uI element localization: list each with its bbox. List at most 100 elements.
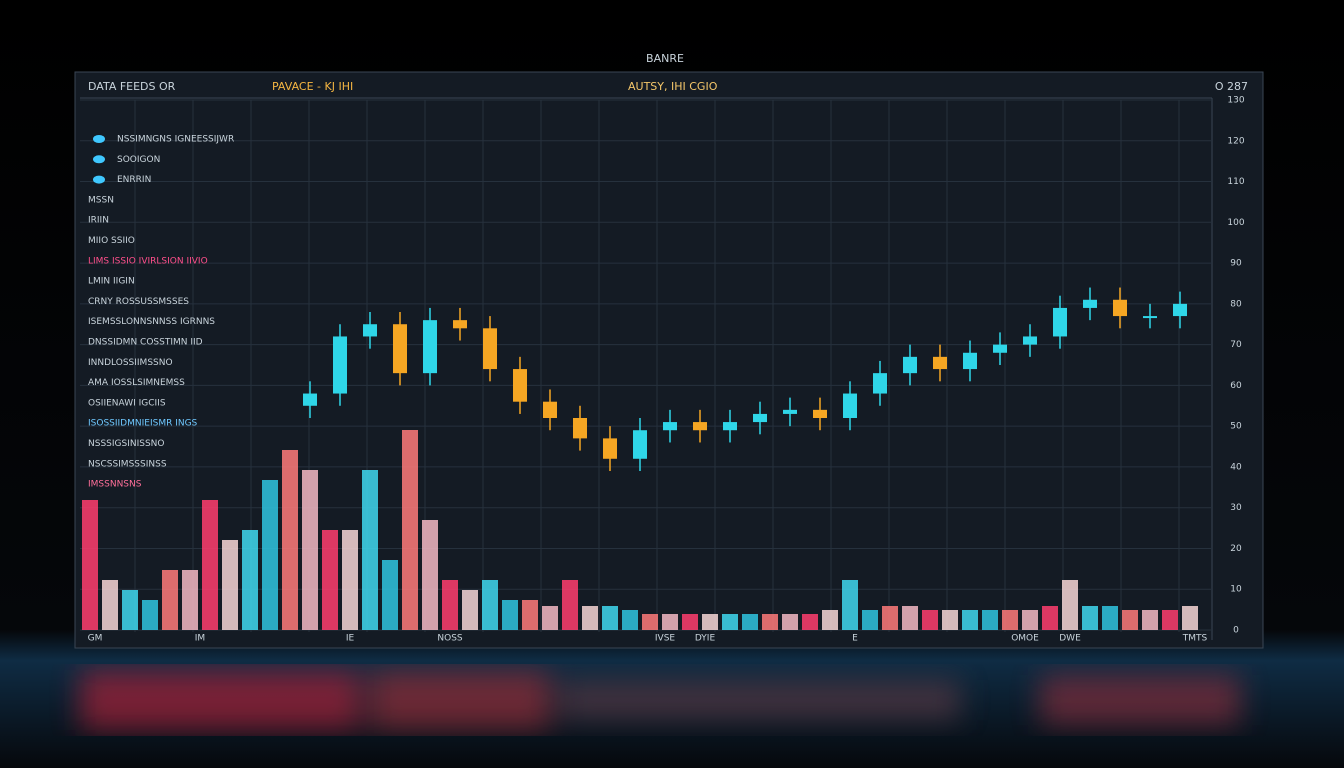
volume-bar bbox=[242, 530, 258, 630]
volume-bar bbox=[562, 580, 578, 630]
x-tick-label: OMOE bbox=[1011, 634, 1039, 644]
y-tick-label: 0 bbox=[1233, 626, 1239, 636]
candle-body bbox=[1053, 307, 1067, 337]
volume-bar bbox=[942, 610, 958, 630]
candle-body bbox=[423, 320, 437, 374]
reflection bbox=[80, 670, 1240, 730]
volume-bar bbox=[822, 610, 838, 630]
volume-bar bbox=[102, 580, 118, 630]
y-tick-label: 60 bbox=[1230, 381, 1242, 391]
volume-bar bbox=[182, 570, 198, 630]
candle-body bbox=[903, 356, 917, 374]
volume-bar bbox=[422, 520, 438, 630]
y-tick-label: 130 bbox=[1227, 96, 1244, 106]
candle-body bbox=[693, 422, 707, 431]
candle-body bbox=[933, 356, 947, 370]
volume-bar bbox=[882, 606, 898, 630]
y-tick-label: 40 bbox=[1230, 462, 1242, 472]
sidebar-item: LIMS ISSIO IVIRLSION IIVIO bbox=[88, 256, 208, 266]
sidebar-item: ENRRIN bbox=[117, 175, 151, 185]
volume-bar bbox=[542, 606, 558, 630]
volume-bar bbox=[722, 614, 738, 630]
y-tick-label: 100 bbox=[1227, 218, 1244, 228]
volume-bar bbox=[1062, 580, 1078, 630]
sidebar-item: NSSIMNGNS IGNEESSIJWR bbox=[117, 135, 234, 145]
volume-bar bbox=[582, 606, 598, 630]
candle-body bbox=[363, 324, 377, 337]
volume-bar bbox=[282, 450, 298, 630]
candle-body bbox=[843, 393, 857, 418]
candle-body bbox=[1143, 316, 1157, 319]
volume-bar bbox=[482, 580, 498, 630]
volume-bar bbox=[222, 540, 238, 630]
sidebar-item: CRNY ROSSUSSMSSES bbox=[88, 297, 189, 307]
sidebar-item: NSCSSIMSSSINSS bbox=[88, 459, 167, 469]
volume-bar bbox=[742, 614, 758, 630]
sidebar-item: DNSSIDMN COSSTIMN IID bbox=[88, 338, 203, 348]
candle-body bbox=[783, 409, 797, 414]
volume-bar bbox=[342, 530, 358, 630]
volume-bar bbox=[602, 606, 618, 630]
volume-bar bbox=[782, 614, 798, 630]
volume-bar bbox=[1182, 606, 1198, 630]
candle-body bbox=[453, 320, 467, 329]
candle-body bbox=[1173, 303, 1187, 317]
candle-body bbox=[513, 369, 527, 402]
sidebar-item: LMIN IIGIN bbox=[88, 277, 135, 287]
volume-bar bbox=[382, 560, 398, 630]
panel-label: PAVACE - KJ IHI bbox=[272, 80, 353, 93]
sidebar-item: INNDLOSSIIMSSNO bbox=[88, 358, 173, 368]
candle-body bbox=[483, 328, 497, 370]
x-tick-label: GM bbox=[88, 634, 103, 644]
candle-body bbox=[573, 418, 587, 439]
candle-body bbox=[303, 393, 317, 406]
volume-bar bbox=[1042, 606, 1058, 630]
page-title: BANRE bbox=[646, 52, 684, 65]
x-tick-label: IE bbox=[346, 634, 355, 644]
volume-bar bbox=[1002, 610, 1018, 630]
sidebar-item: IMSSNNSNS bbox=[88, 480, 142, 490]
status-dot bbox=[93, 155, 105, 164]
x-tick-label: DYIE bbox=[695, 634, 716, 644]
volume-bar bbox=[462, 590, 478, 630]
sidebar-item: MIIO SSIIO bbox=[88, 236, 135, 246]
x-tick-label: IVSE bbox=[655, 634, 676, 644]
y-tick-label: 80 bbox=[1230, 299, 1242, 309]
sidebar-item: ISOSSIIDMNIEISMR INGS bbox=[88, 419, 198, 429]
volume-bar bbox=[1122, 610, 1138, 630]
y-tick-label: 110 bbox=[1227, 177, 1244, 187]
candle-body bbox=[1083, 299, 1097, 308]
candle-body bbox=[633, 430, 647, 459]
candle-body bbox=[663, 422, 677, 431]
panel-label: O 287 bbox=[1215, 80, 1248, 93]
volume-bar bbox=[1142, 610, 1158, 630]
volume-bar bbox=[922, 610, 938, 630]
candle-body bbox=[1113, 299, 1127, 317]
sidebar-item: NSSSIGSINISSNO bbox=[88, 439, 165, 449]
volume-bar bbox=[502, 600, 518, 630]
volume-bar bbox=[842, 580, 858, 630]
volume-bar bbox=[902, 606, 918, 630]
volume-bar bbox=[642, 614, 658, 630]
sidebar-item: OSIIENAWI IGCIIS bbox=[88, 398, 166, 408]
candle-body bbox=[603, 438, 617, 459]
volume-bar bbox=[82, 500, 98, 630]
volume-bar bbox=[522, 600, 538, 630]
volume-bar bbox=[322, 530, 338, 630]
volume-bar bbox=[862, 610, 878, 630]
y-tick-label: 70 bbox=[1230, 340, 1242, 350]
volume-bar bbox=[702, 614, 718, 630]
volume-bar bbox=[1082, 606, 1098, 630]
volume-bar bbox=[762, 614, 778, 630]
volume-bar bbox=[362, 470, 378, 630]
panel-label: DATA FEEDS OR bbox=[88, 80, 176, 93]
y-tick-label: 20 bbox=[1230, 544, 1242, 554]
candle-body bbox=[873, 373, 887, 394]
y-tick-label: 50 bbox=[1230, 422, 1242, 432]
candle-body bbox=[813, 409, 827, 418]
volume-bar bbox=[662, 614, 678, 630]
sidebar-item: MSSN bbox=[88, 195, 114, 205]
status-dot bbox=[93, 175, 105, 184]
y-tick-label: 90 bbox=[1230, 259, 1242, 269]
